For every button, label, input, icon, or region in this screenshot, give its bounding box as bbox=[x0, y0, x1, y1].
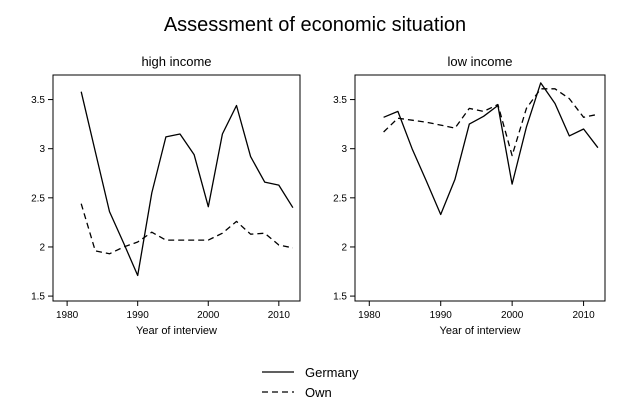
series-line-germany-high-income bbox=[80, 91, 294, 277]
x-tick-label-low-income: 1990 bbox=[430, 310, 453, 321]
figure-title: Assessment of economic situation bbox=[164, 14, 466, 36]
x-tick-label-high-income: 1980 bbox=[56, 310, 79, 321]
plot-frame-high-income bbox=[52, 74, 301, 302]
y-tick-label-high-income: 3.5 bbox=[31, 95, 45, 106]
legend: Germany Own bbox=[262, 365, 359, 400]
legend-label-germany: Germany bbox=[305, 365, 359, 380]
x-axis-label-high-income: Year of interview bbox=[136, 325, 217, 337]
y-tick-label-high-income: 1.5 bbox=[31, 292, 45, 303]
series-line-own-low-income bbox=[383, 88, 599, 157]
series-line-germany-low-income bbox=[383, 82, 599, 216]
y-tick-label-low-income: 3 bbox=[341, 144, 347, 155]
panel-title-low-income: low income bbox=[447, 54, 512, 69]
x-tick-label-high-income: 2000 bbox=[197, 310, 220, 321]
panel-low-income: low income 1980 1990 2000 2010 1.5 2 2.5 3 3.5 Y… bbox=[333, 54, 606, 337]
y-tick-label-high-income: 2.5 bbox=[31, 193, 45, 204]
series-line-own-high-income bbox=[80, 203, 294, 255]
legend-label-own: Own bbox=[305, 385, 332, 400]
panel-title-high-income: high income bbox=[141, 54, 211, 69]
y-tick-label-low-income: 2.5 bbox=[333, 193, 347, 204]
y-tick-label-low-income: 2 bbox=[341, 242, 347, 253]
x-tick-label-low-income: 2000 bbox=[501, 310, 524, 321]
y-tick-label-high-income: 2 bbox=[39, 242, 45, 253]
x-axis-label-low-income: Year of interview bbox=[440, 325, 521, 337]
y-tick-label-high-income: 3 bbox=[39, 144, 45, 155]
y-tick-label-low-income: 3.5 bbox=[333, 95, 347, 106]
x-tick-label-high-income: 1990 bbox=[127, 310, 150, 321]
x-tick-label-high-income: 2010 bbox=[268, 310, 291, 321]
x-tick-label-low-income: 2010 bbox=[572, 310, 595, 321]
x-tick-label-low-income: 1980 bbox=[358, 310, 381, 321]
y-tick-label-low-income: 1.5 bbox=[333, 292, 347, 303]
plot-frame-low-income bbox=[354, 74, 606, 302]
panel-high-income: high income 1980 1990 2000 20101.522.533.5 … bbox=[31, 54, 301, 337]
